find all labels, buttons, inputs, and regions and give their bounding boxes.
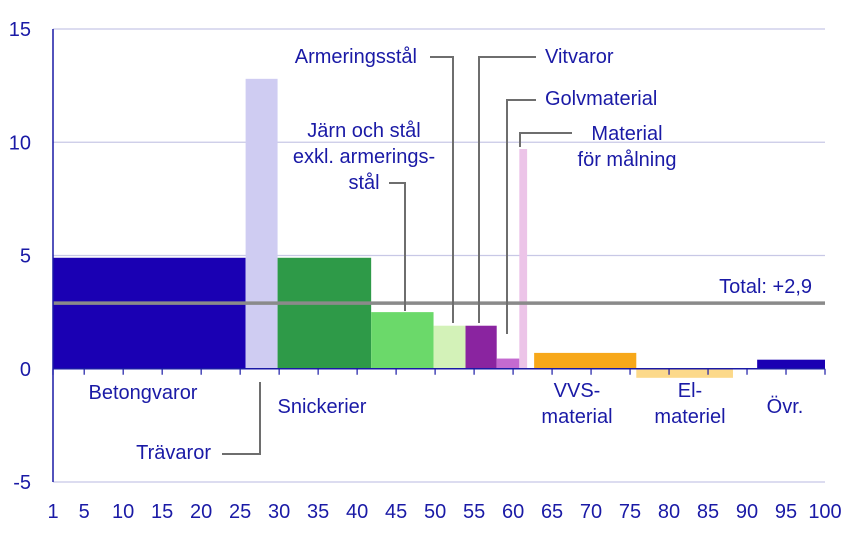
x-tick-label-10: 10 bbox=[112, 501, 134, 523]
x-tick-label-70: 70 bbox=[580, 501, 602, 523]
leader-golv bbox=[506, 99, 536, 334]
x-tick-label-90: 90 bbox=[736, 501, 758, 523]
bar-jarn bbox=[371, 312, 434, 369]
x-tick-label-1: 1 bbox=[47, 501, 58, 523]
x-tick-label-40: 40 bbox=[346, 501, 368, 523]
x-tick-label-35: 35 bbox=[307, 501, 329, 523]
y-tick-label-10: 10 bbox=[9, 132, 31, 154]
leader-lines bbox=[222, 56, 572, 455]
y-tick-label-5: 5 bbox=[20, 246, 31, 268]
gridlines bbox=[53, 28, 825, 483]
x-tick-label-30: 30 bbox=[268, 501, 290, 523]
bar-vvs bbox=[534, 352, 637, 369]
bar-snickerier bbox=[277, 257, 372, 369]
label-el-materiel: El-materiel bbox=[654, 380, 725, 428]
tick-labels: 1 5 10 15 20 25 30 35 40 45 50 55 60 65 70 75 80 85 90 95 10… bbox=[9, 19, 842, 523]
x-tick-label-55: 55 bbox=[463, 501, 485, 523]
x-tick-label-60: 60 bbox=[502, 501, 524, 523]
leader-armering bbox=[430, 56, 454, 323]
x-tick-label-45: 45 bbox=[385, 501, 407, 523]
x-tick-label-100: 100 bbox=[808, 501, 841, 523]
label-travaror: Trävaror bbox=[136, 442, 211, 464]
bar-malning bbox=[519, 149, 528, 369]
label-armeringsstal: Armeringsstål bbox=[295, 46, 417, 68]
bar-travaror bbox=[245, 78, 278, 369]
x-tick-label-5: 5 bbox=[79, 501, 90, 523]
label-betongvaror: Betongvaror bbox=[89, 382, 198, 404]
bar-golv bbox=[496, 358, 520, 369]
y-tick-label--5: -5 bbox=[13, 472, 31, 494]
label-jarn-och-stal: Järn och stål exkl. armerings-stål bbox=[293, 120, 435, 194]
x-tick-label-15: 15 bbox=[151, 501, 173, 523]
bar-armering bbox=[433, 325, 466, 369]
label-ovr: Övr. bbox=[767, 396, 804, 418]
x-tick-label-85: 85 bbox=[697, 501, 719, 523]
label-material-for-malning: Material för målning bbox=[578, 123, 677, 171]
x-tick-label-95: 95 bbox=[775, 501, 797, 523]
x-tick-label-25: 25 bbox=[229, 501, 251, 523]
leader-malning bbox=[519, 132, 572, 147]
label-total: Total: +2,9 bbox=[719, 276, 812, 298]
bar-vitvaror bbox=[465, 325, 497, 369]
leader-vitvaror bbox=[478, 56, 536, 323]
leader-jarn bbox=[389, 182, 406, 311]
y-tick-label-0: 0 bbox=[20, 359, 31, 381]
x-tick-label-50: 50 bbox=[424, 501, 446, 523]
label-golvmaterial: Golvmaterial bbox=[545, 88, 657, 110]
axes bbox=[52, 29, 826, 482]
x-tick-label-65: 65 bbox=[541, 501, 563, 523]
x-tick-label-75: 75 bbox=[619, 501, 641, 523]
x-tick-label-20: 20 bbox=[190, 501, 212, 523]
leader-travaror bbox=[222, 382, 261, 455]
label-vvs-material: VVS-material bbox=[541, 380, 612, 428]
category-labels: Betongvaror Snickerier Trävaror Järn och st… bbox=[89, 46, 812, 464]
bar-betong bbox=[53, 257, 246, 369]
y-tick-label-15: 15 bbox=[9, 19, 31, 41]
label-snickerier: Snickerier bbox=[278, 396, 367, 418]
bar-ovr bbox=[757, 359, 825, 369]
bars bbox=[53, 78, 825, 378]
label-vitvaror: Vitvaror bbox=[545, 46, 614, 68]
bar-el bbox=[636, 368, 733, 378]
x-tick-label-80: 80 bbox=[658, 501, 680, 523]
